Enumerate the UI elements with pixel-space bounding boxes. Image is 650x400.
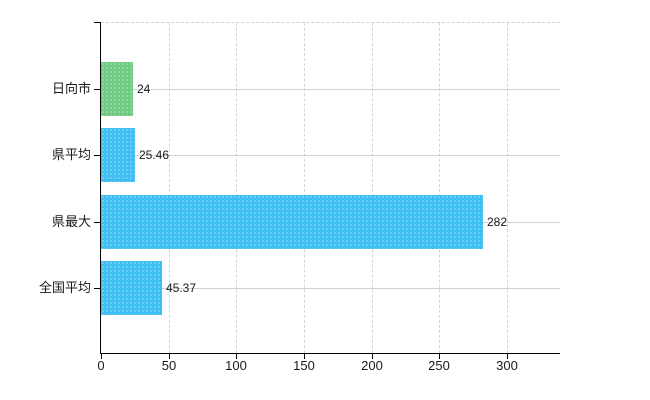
x-tick-label: 150 bbox=[293, 358, 315, 373]
x-tick-mark bbox=[304, 354, 305, 359]
bar-value-label: 282 bbox=[487, 215, 508, 229]
bar-3 bbox=[101, 195, 483, 249]
bar-2 bbox=[101, 128, 135, 182]
x-tick-mark bbox=[236, 354, 237, 359]
category-label: 全国平均 bbox=[38, 280, 91, 295]
bar-4 bbox=[101, 261, 162, 315]
y-axis-end-tick bbox=[94, 22, 101, 23]
x-axis-line bbox=[100, 353, 560, 354]
y-tick-mark bbox=[94, 89, 101, 90]
x-tick-label: 300 bbox=[496, 358, 518, 373]
category-label: 県最大 bbox=[51, 214, 91, 229]
v-gridline bbox=[236, 23, 237, 353]
x-tick-label: 0 bbox=[97, 358, 105, 373]
y-tick-mark bbox=[94, 288, 101, 289]
x-tick-label: 100 bbox=[225, 358, 247, 373]
h-gridline bbox=[101, 89, 560, 90]
bar-1 bbox=[101, 62, 133, 116]
h-gridline bbox=[101, 288, 560, 289]
y-tick-mark bbox=[94, 155, 101, 156]
bar-value-label: 24 bbox=[137, 82, 151, 96]
x-tick-mark bbox=[372, 354, 373, 359]
x-tick-mark bbox=[439, 354, 440, 359]
v-gridline bbox=[439, 23, 440, 353]
bar-value-label: 25.46 bbox=[139, 148, 170, 162]
plot-area bbox=[101, 22, 560, 353]
y-tick-mark bbox=[94, 222, 101, 223]
x-tick-label: 200 bbox=[361, 358, 383, 373]
v-gridline bbox=[169, 23, 170, 353]
plot-top-border bbox=[101, 22, 560, 23]
v-gridline bbox=[507, 23, 508, 353]
category-label: 県平均 bbox=[51, 147, 91, 162]
v-gridline bbox=[304, 23, 305, 353]
x-tick-label: 250 bbox=[428, 358, 450, 373]
x-tick-mark bbox=[101, 354, 102, 359]
bar-value-label: 45.37 bbox=[166, 281, 197, 295]
x-tick-label: 50 bbox=[161, 358, 177, 373]
v-gridline bbox=[372, 23, 373, 353]
category-label: 日向市 bbox=[51, 81, 91, 96]
x-tick-mark bbox=[507, 354, 508, 359]
y-axis-line bbox=[100, 22, 101, 353]
x-tick-mark bbox=[169, 354, 170, 359]
h-gridline bbox=[101, 155, 560, 156]
